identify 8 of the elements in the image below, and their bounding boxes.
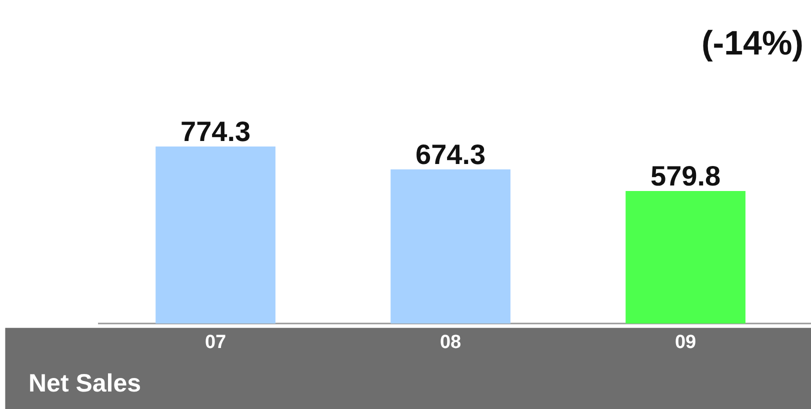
- data-label: 774.3: [180, 116, 251, 148]
- text: Net Sales: [28, 370, 142, 398]
- data-label: 674.3: [416, 139, 486, 170]
- data-label: 579.8: [650, 160, 721, 192]
- x-tick-label: 07: [204, 332, 226, 354]
- text: (-14%): [701, 24, 804, 62]
- x-tick-label: 08: [440, 332, 462, 354]
- x-tick-label: 09: [674, 332, 696, 354]
